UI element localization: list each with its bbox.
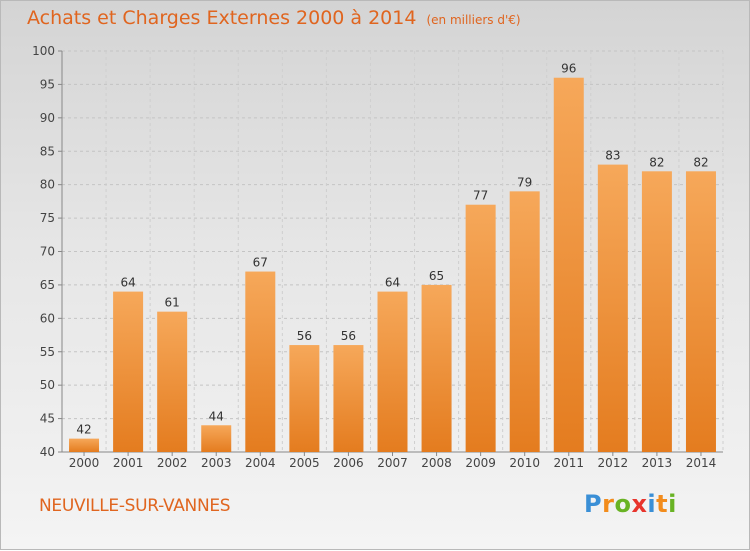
- y-tick-label: 50: [40, 378, 55, 392]
- data-label: 61: [165, 296, 180, 310]
- logo-letter: i: [668, 490, 677, 518]
- bar-2001: [113, 291, 144, 452]
- x-tick-label: 2011: [553, 456, 584, 470]
- bar-2003: [201, 425, 232, 452]
- x-tick-label: 2003: [201, 456, 232, 470]
- x-tick-label: 2008: [421, 456, 452, 470]
- axes: 40 45 50 55 60 65 70 75 80 85 90 95 100 2000 2001 2002 2…: [32, 44, 723, 470]
- data-label: 79: [517, 175, 532, 189]
- location-label: NEUVILLE-SUR-VANNES: [39, 496, 231, 516]
- x-tick-label: 2002: [157, 456, 188, 470]
- data-label: 64: [385, 276, 400, 290]
- x-tick-label: 2005: [289, 456, 320, 470]
- data-label: 65: [429, 269, 444, 283]
- bar-2008: [421, 284, 452, 452]
- data-label: 44: [209, 409, 224, 423]
- bar-2012: [597, 164, 628, 452]
- data-label: 56: [341, 329, 356, 343]
- bar-2000: [69, 438, 100, 452]
- x-tick-label: 2013: [642, 456, 673, 470]
- logo-letter: o: [614, 490, 632, 518]
- x-tick-label: 2014: [686, 456, 717, 470]
- unit-text: (en milliers d'€): [426, 13, 521, 27]
- x-tick-label: 2000: [69, 456, 100, 470]
- data-label: 67: [253, 256, 268, 270]
- y-tick-label: 45: [40, 412, 55, 426]
- data-label: 64: [120, 276, 135, 290]
- y-tick-label: 60: [40, 311, 55, 325]
- x-tick-label: 2001: [113, 456, 144, 470]
- y-tick-label: 70: [40, 245, 55, 259]
- y-tick-label: 90: [40, 111, 55, 125]
- x-tick-label: 2007: [377, 456, 408, 470]
- data-labels: 42 64 61 44 67 56 56 64 65 77 79 96 83 82 82: [76, 62, 708, 437]
- x-tick-label: 2006: [333, 456, 364, 470]
- y-tick-label: 95: [40, 77, 55, 91]
- data-label: 82: [693, 155, 708, 169]
- bar-2011: [553, 77, 584, 452]
- bar-2014: [685, 171, 716, 453]
- y-tick-label: 55: [40, 345, 55, 359]
- logo-letter: r: [602, 490, 615, 518]
- data-label: 82: [649, 155, 664, 169]
- y-tick-label: 40: [40, 445, 55, 459]
- x-tick-label: 2012: [598, 456, 629, 470]
- bar-2009: [465, 204, 496, 452]
- logo-letter: P: [584, 490, 603, 518]
- bar-2002: [157, 311, 188, 452]
- logo-letter: i: [647, 490, 657, 518]
- y-tick-label: 80: [40, 178, 55, 192]
- data-label: 96: [561, 62, 576, 76]
- proxiti-logo[interactable]: Proxiti: [584, 490, 677, 518]
- x-tick-label: 2004: [245, 456, 276, 470]
- y-tick-label: 100: [32, 44, 55, 58]
- bar-2013: [641, 171, 672, 453]
- logo-letter: t: [656, 490, 669, 518]
- x-tick-label: 2010: [509, 456, 540, 470]
- bar-2005: [289, 345, 320, 452]
- y-tick-label: 65: [40, 278, 55, 292]
- data-label: 83: [605, 149, 620, 163]
- x-tick-label: 2009: [465, 456, 496, 470]
- logo-letter: x: [631, 490, 648, 518]
- bar-2004: [245, 271, 276, 452]
- bar-2010: [509, 191, 540, 452]
- y-tick-label: 85: [40, 144, 55, 158]
- bar-2006: [333, 345, 364, 452]
- title-text: Achats et Charges Externes 2000 à 2014: [27, 7, 417, 29]
- data-label: 77: [473, 189, 488, 203]
- bar-2007: [377, 291, 408, 452]
- data-label: 42: [76, 423, 91, 437]
- chart-title: Achats et Charges Externes 2000 à 2014 (e…: [27, 7, 521, 29]
- data-label: 56: [297, 329, 312, 343]
- y-tick-label: 75: [40, 211, 55, 225]
- bars: [69, 77, 716, 453]
